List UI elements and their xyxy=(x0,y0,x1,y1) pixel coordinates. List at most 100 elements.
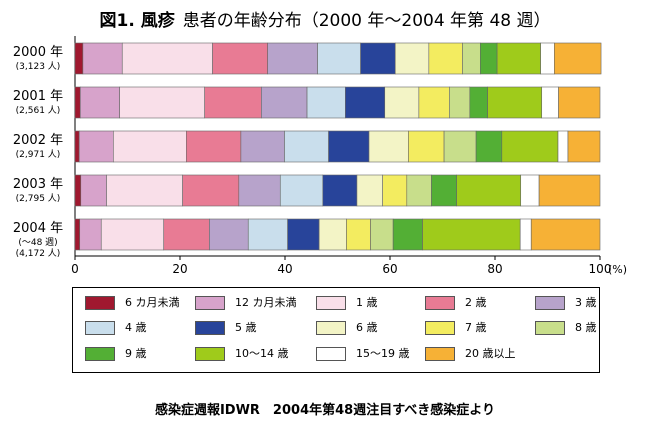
bar-segment xyxy=(74,42,84,75)
bar-segment xyxy=(238,174,281,207)
legend-label: 15〜19 歳 xyxy=(356,347,410,360)
bar-segment xyxy=(74,174,82,207)
bar-segment xyxy=(469,86,488,119)
bar-segment xyxy=(74,86,81,119)
legend-swatch xyxy=(316,296,346,310)
legend-swatch xyxy=(316,347,346,361)
category-sublabel: (〜48 週) xyxy=(18,237,57,248)
x-tick-label: 100 xyxy=(589,262,612,276)
category-sublabel: (2,971 人) xyxy=(16,149,61,160)
bar-segment xyxy=(79,218,102,251)
chart-legend: 6 カ月未満 12 カ月未満 1 歳 2 歳 3 歳 4 歳 5 歳 6 歳 7 歳 8 歳 9 歳… xyxy=(72,287,600,373)
bar-segment xyxy=(113,130,187,163)
bar-segment xyxy=(287,218,320,251)
bar-segment xyxy=(567,130,601,163)
legend-swatch xyxy=(85,347,115,361)
bar-segment xyxy=(520,174,540,207)
legend-label: 6 歳 xyxy=(356,321,378,334)
x-axis-unit: (%) xyxy=(608,263,627,276)
legend-label: 6 カ月未満 xyxy=(125,296,180,309)
legend-label: 2 歳 xyxy=(465,296,487,309)
source-caption: 感染症週報IDWR 2004年第48週注目すべき感染症より xyxy=(154,403,496,418)
category-sublabel: (2,795 人) xyxy=(16,193,61,204)
bar-segment xyxy=(204,86,262,119)
bar-segment xyxy=(479,42,498,75)
x-tick-label: 20 xyxy=(172,262,187,276)
legend-swatch xyxy=(195,296,225,310)
bar-segment xyxy=(382,174,408,207)
legend-swatch xyxy=(85,296,115,310)
bar-segment xyxy=(279,174,324,207)
x-tick-label: 60 xyxy=(382,262,397,276)
bar-segment xyxy=(74,218,81,251)
bar-segment xyxy=(346,218,371,251)
category-sublabel: (3,123 人) xyxy=(16,61,61,72)
chart-title-lead: 図1. 風疹 xyxy=(99,11,175,31)
bar-segment xyxy=(519,218,532,251)
bar-segment xyxy=(368,130,409,163)
legend-label: 7 歳 xyxy=(465,321,487,334)
bar-segment xyxy=(428,42,463,75)
category-label: 2000 年 xyxy=(13,45,63,60)
legend-swatch xyxy=(425,296,455,310)
bar-segment xyxy=(78,130,114,163)
bar-segment xyxy=(558,86,601,119)
bar-segment xyxy=(82,42,123,75)
x-tick-label: 80 xyxy=(487,262,502,276)
legend-label: 8 歳 xyxy=(575,321,597,334)
bar-segment xyxy=(422,218,521,251)
legend-swatch xyxy=(195,321,225,335)
bar-segment xyxy=(418,86,450,119)
bar-segment xyxy=(557,130,569,163)
bar-segment xyxy=(370,218,394,251)
legend-label: 5 歳 xyxy=(235,321,257,334)
chart-title-sub: 患者の年齢分布（2000 年〜2004 年第 48 週） xyxy=(182,11,551,31)
bar-segment xyxy=(540,42,555,75)
bar-segment xyxy=(408,130,445,163)
bar-segment xyxy=(431,174,457,207)
bar-segment xyxy=(384,86,420,119)
legend-swatch xyxy=(425,321,455,335)
bar-segment xyxy=(538,174,601,207)
legend-label: 20 歳以上 xyxy=(465,347,516,360)
legend-swatch xyxy=(85,321,115,335)
legend-swatch xyxy=(425,347,455,361)
legend-swatch xyxy=(535,296,565,310)
bar-segment xyxy=(317,42,361,75)
bar-segment xyxy=(261,86,308,119)
bar-segment xyxy=(541,86,559,119)
bar-segment xyxy=(119,86,205,119)
legend-label: 9 歳 xyxy=(125,347,147,360)
bar-segment xyxy=(74,130,80,163)
bar-segment xyxy=(462,42,481,75)
bar-segment xyxy=(394,42,430,75)
bar-segment xyxy=(240,130,285,163)
legend-swatch xyxy=(195,347,225,361)
bar-segment xyxy=(79,86,120,119)
bar-segment xyxy=(456,174,522,207)
bar-segment xyxy=(449,86,471,119)
bar-segment xyxy=(406,174,432,207)
bar-segment xyxy=(356,174,383,207)
legend-label: 10〜14 歳 xyxy=(235,347,289,360)
legend-label: 3 歳 xyxy=(575,296,597,309)
bar-segment xyxy=(106,174,183,207)
bar-segment xyxy=(554,42,602,75)
bar-segment xyxy=(284,130,329,163)
bar-segment xyxy=(328,130,370,163)
legend-label: 12 カ月未満 xyxy=(235,296,297,309)
bar-segment xyxy=(360,42,396,75)
bar-segment xyxy=(121,42,213,75)
bar-segment xyxy=(100,218,165,251)
bar-segment xyxy=(212,42,268,75)
bar-segment xyxy=(475,130,503,163)
legend-swatch xyxy=(535,321,565,335)
legend-label: 4 歳 xyxy=(125,321,147,334)
legend-swatch xyxy=(316,321,346,335)
x-tick-label: 0 xyxy=(71,262,79,276)
bar-segment xyxy=(487,86,543,119)
bar-segment xyxy=(209,218,249,251)
category-label: 2002 年 xyxy=(13,133,63,148)
category-label: 2004 年 xyxy=(13,221,63,236)
bar-segment xyxy=(80,174,107,207)
